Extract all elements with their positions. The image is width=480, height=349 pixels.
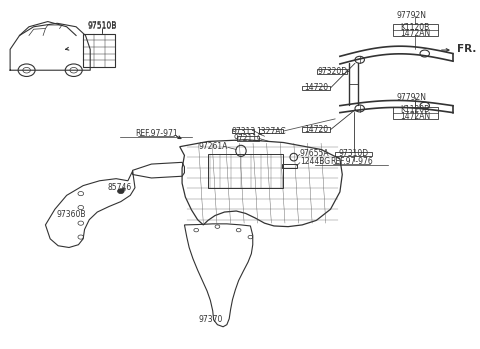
Text: 1244BG: 1244BG bbox=[300, 157, 330, 166]
Text: 1472AN: 1472AN bbox=[400, 29, 431, 38]
Bar bbox=[302, 127, 331, 132]
Text: 97211C: 97211C bbox=[233, 134, 263, 143]
Text: K1120B: K1120B bbox=[401, 105, 430, 114]
Circle shape bbox=[118, 189, 124, 194]
Bar bbox=[259, 129, 283, 133]
Text: 97792N: 97792N bbox=[396, 11, 427, 20]
Bar bbox=[232, 129, 254, 133]
Text: 97320D: 97320D bbox=[317, 67, 348, 76]
Bar bbox=[282, 164, 297, 168]
Text: 97310D: 97310D bbox=[338, 149, 369, 158]
Bar bbox=[393, 24, 438, 36]
Text: 97313: 97313 bbox=[231, 127, 255, 135]
Text: 97792N: 97792N bbox=[396, 93, 427, 102]
Text: 14720: 14720 bbox=[304, 83, 328, 92]
Bar bbox=[83, 34, 115, 67]
Bar bbox=[317, 69, 347, 74]
Text: 85746: 85746 bbox=[108, 183, 132, 192]
Text: REF.97-971: REF.97-971 bbox=[135, 129, 178, 138]
Text: 1472AN: 1472AN bbox=[400, 112, 431, 121]
Text: K1120B: K1120B bbox=[401, 23, 430, 32]
Text: 97360B: 97360B bbox=[57, 210, 86, 219]
Text: 97655A: 97655A bbox=[300, 149, 329, 158]
Text: 97370: 97370 bbox=[198, 315, 223, 324]
Text: 97510B: 97510B bbox=[87, 21, 117, 30]
Bar bbox=[208, 154, 283, 188]
Text: 97510B: 97510B bbox=[87, 22, 117, 31]
Text: 97261A: 97261A bbox=[198, 142, 228, 151]
Text: FR.: FR. bbox=[457, 44, 476, 54]
Text: 1327AC: 1327AC bbox=[256, 127, 286, 135]
Text: REF.97-976: REF.97-976 bbox=[330, 157, 373, 166]
Bar bbox=[302, 86, 331, 90]
Bar bbox=[237, 136, 259, 141]
Bar bbox=[393, 107, 438, 119]
Text: 14720: 14720 bbox=[304, 125, 328, 134]
Bar bbox=[335, 151, 372, 156]
